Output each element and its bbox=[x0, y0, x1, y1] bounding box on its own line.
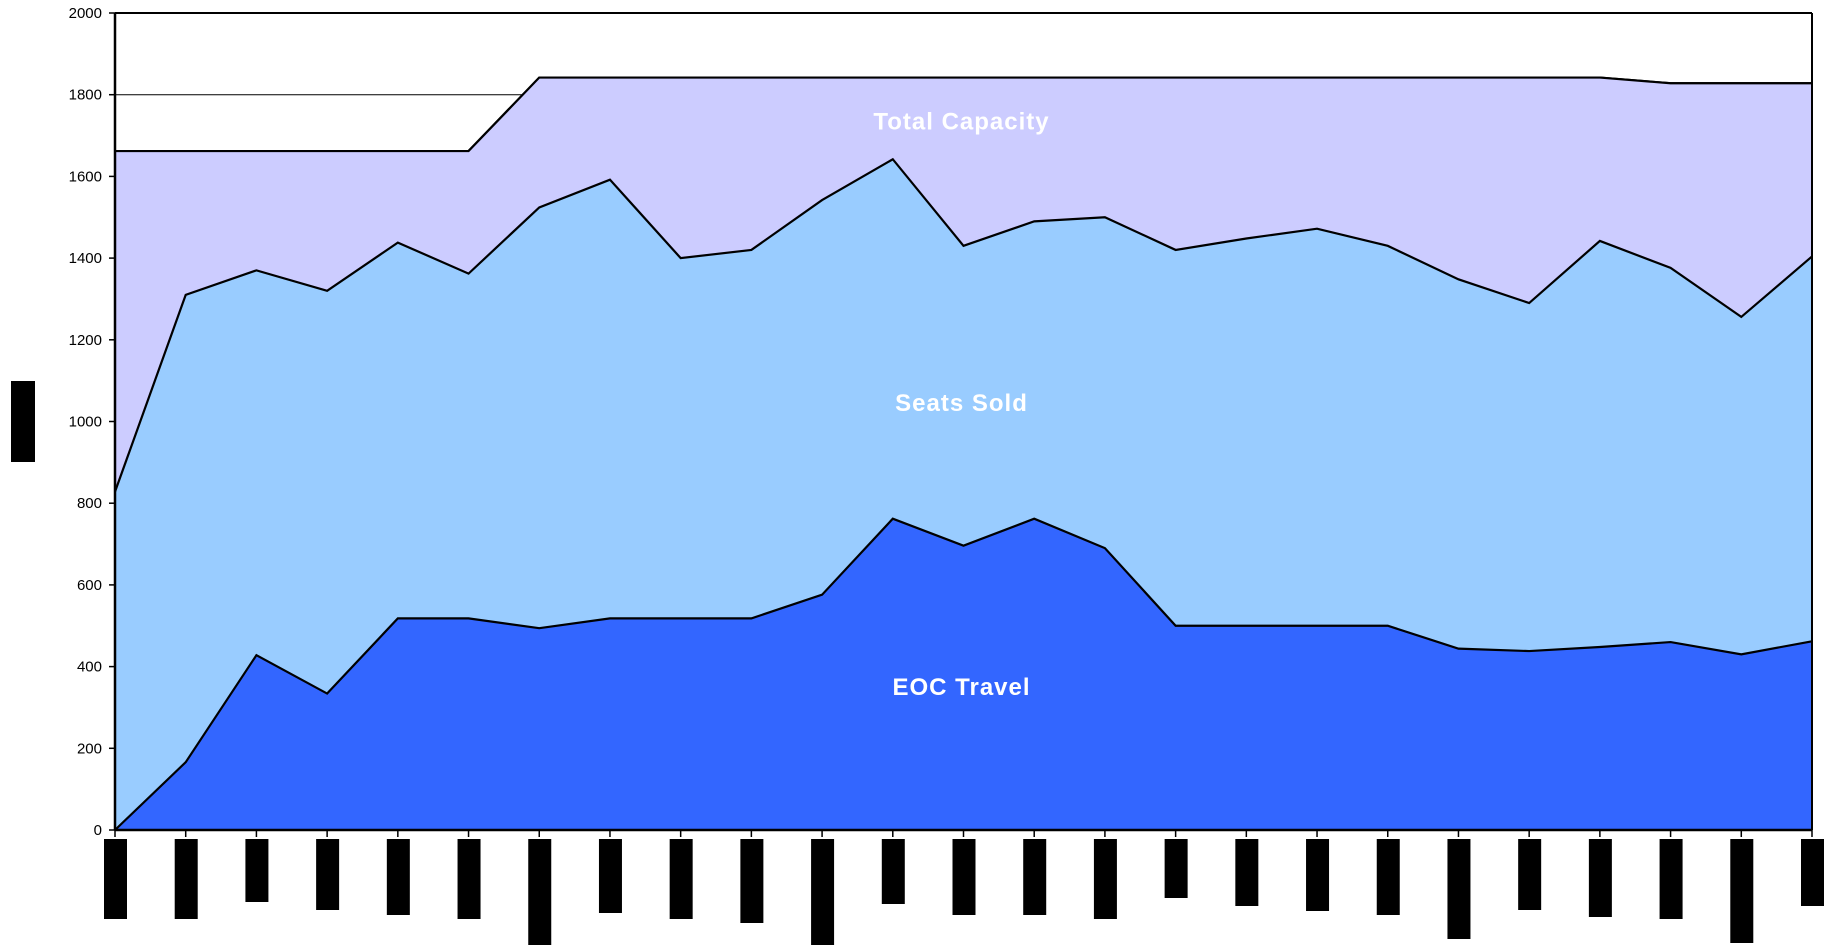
y-tick-label: 1400 bbox=[69, 250, 102, 267]
redacted-x-label bbox=[528, 839, 552, 945]
redacted-x-label bbox=[1730, 839, 1754, 943]
y-tick-label: 600 bbox=[77, 577, 102, 594]
redacted-x-label bbox=[1588, 839, 1612, 917]
redacted-x-label bbox=[669, 839, 693, 919]
redacted-x-label bbox=[174, 839, 198, 919]
redacted-x-label bbox=[245, 839, 269, 902]
redacted-x-label bbox=[316, 839, 340, 910]
y-tick-label: 1800 bbox=[69, 87, 102, 104]
redacted-x-label bbox=[598, 839, 622, 913]
y-axis-ticks: 0 200 400 600 800 1000 1200 1400 1600 1800 2000 bbox=[69, 5, 115, 839]
line-cover-eoc-travel bbox=[114, 517, 1813, 831]
redacted-x-label bbox=[1376, 839, 1400, 915]
y-tick-label: 0 bbox=[94, 822, 102, 839]
y-tick-label: 1200 bbox=[69, 332, 102, 349]
redacted-x-label bbox=[1659, 839, 1683, 919]
redacted-x-label bbox=[740, 839, 764, 923]
redacted-x-label bbox=[1306, 839, 1330, 911]
y-tick-label: 400 bbox=[77, 659, 102, 676]
redacted-x-label bbox=[1447, 839, 1471, 939]
x-axis-ticks bbox=[114, 830, 1813, 837]
y-tick-label: 200 bbox=[77, 740, 102, 757]
redacted-y-axis-title bbox=[11, 381, 35, 462]
area-label-total-capacity: Total Capacity bbox=[873, 108, 1049, 135]
area-label-seats-sold: Seats Sold bbox=[895, 390, 1028, 417]
redacted-x-label bbox=[811, 839, 835, 945]
y-tick-label: 1000 bbox=[69, 414, 102, 431]
redacted-x-label bbox=[104, 839, 127, 919]
redacted-x-label bbox=[881, 839, 905, 904]
chart-gridlines bbox=[113, 76, 1813, 831]
redacted-x-label bbox=[457, 839, 481, 919]
y-tick-label: 800 bbox=[77, 495, 102, 512]
redacted-x-label bbox=[386, 839, 410, 915]
area-labels: Total Capacity Seats Sold EOC Travel bbox=[873, 108, 1049, 701]
area-label-eoc-travel: EOC Travel bbox=[892, 674, 1030, 701]
redacted-x-label bbox=[1023, 839, 1047, 915]
redacted-x-label bbox=[952, 839, 976, 915]
y-tick-label: 2000 bbox=[69, 5, 102, 22]
redacted-x-label bbox=[1801, 839, 1824, 906]
redacted-x-label bbox=[1164, 839, 1188, 898]
redacted-labels bbox=[11, 381, 1824, 945]
redacted-x-label bbox=[1093, 839, 1117, 919]
redacted-x-label bbox=[1518, 839, 1542, 910]
line-cover-seats-sold bbox=[113, 157, 1813, 493]
y-tick-label: 1600 bbox=[69, 168, 102, 185]
redacted-x-label bbox=[1235, 839, 1259, 906]
line-top-cover bbox=[115, 76, 1812, 153]
area-cover-eoc-travel bbox=[115, 518, 1812, 830]
